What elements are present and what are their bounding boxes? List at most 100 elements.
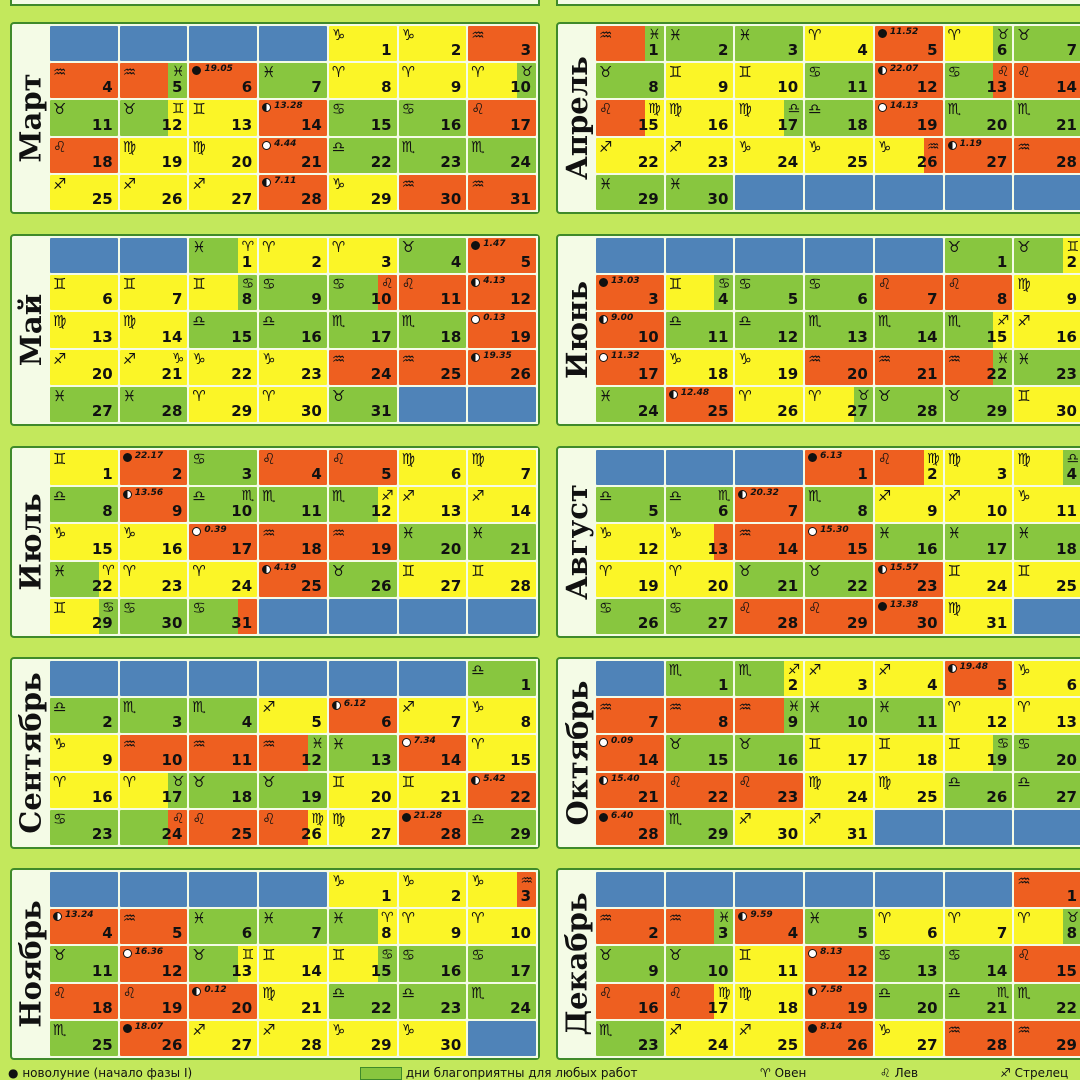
day-cell[interactable]: ♊ ♋ 29 <box>50 598 118 634</box>
day-cell[interactable]: ♈ 6 <box>874 909 943 945</box>
day-cell[interactable]: ♑ 13 <box>665 524 734 560</box>
day-cell[interactable]: ♋ 14 <box>944 946 1013 982</box>
day-cell[interactable]: ♉ 26 <box>328 561 397 597</box>
day-cell[interactable]: ♍ 24 <box>805 772 873 808</box>
day-cell[interactable]: ♏ 29 <box>665 809 734 845</box>
day-cell[interactable]: ♐ 5 <box>259 698 327 734</box>
day-cell[interactable]: ♈ 4 <box>805 26 873 62</box>
day-cell[interactable]: ♊ ♋ 8 <box>189 275 258 311</box>
day-cell[interactable]: ♈ ♉ 8 <box>1014 909 1080 945</box>
day-cell[interactable]: ♉ 18 <box>189 772 258 808</box>
day-cell[interactable]: ♐ 13 <box>398 487 467 523</box>
day-cell[interactable]: ♍ ♎ 17 <box>735 100 804 136</box>
day-cell[interactable]: 9.00 10 <box>596 312 664 348</box>
day-cell[interactable]: ♌ ♍ 15 <box>596 100 664 136</box>
day-cell[interactable]: ♓ 7 <box>259 63 327 99</box>
day-cell[interactable]: ♐ 24 <box>665 1020 734 1056</box>
day-cell[interactable]: ♒ 11 <box>189 735 258 771</box>
day-cell[interactable]: ♏ 4 <box>189 698 258 734</box>
day-cell[interactable]: 6.12 6 <box>328 698 397 734</box>
day-cell[interactable]: 19.05 6 <box>189 63 258 99</box>
day-cell[interactable]: ♋ 13 <box>874 946 943 982</box>
day-cell[interactable]: ♍ ♎ 4 <box>1014 450 1080 486</box>
day-cell[interactable]: ♊ 14 <box>259 946 327 982</box>
day-cell[interactable]: ♑ 16 <box>119 524 188 560</box>
day-cell[interactable]: ♐ 20 <box>50 349 118 385</box>
day-cell[interactable]: ♎ 27 <box>1014 772 1080 808</box>
day-cell[interactable]: ♓ 13 <box>328 735 397 771</box>
day-cell[interactable]: ♌ 16 <box>596 983 664 1019</box>
day-cell[interactable]: ♑ ♒ 3 <box>468 872 536 908</box>
day-cell[interactable]: ♓ 10 <box>805 698 873 734</box>
day-cell[interactable]: ♓ 21 <box>468 524 536 560</box>
day-cell[interactable]: ♒ ♓ 9 <box>735 698 804 734</box>
day-cell[interactable]: ♐ 14 <box>468 487 536 523</box>
day-cell[interactable]: ♌ ♍ 2 <box>874 450 943 486</box>
day-cell[interactable]: ♑ 27 <box>874 1020 943 1056</box>
day-cell[interactable]: ♌ 8 <box>944 275 1013 311</box>
day-cell[interactable]: ♏ 23 <box>596 1020 664 1056</box>
day-cell[interactable]: ♋ ♌ 13 <box>944 63 1013 99</box>
day-cell[interactable]: ♒ 30 <box>398 174 467 210</box>
day-cell[interactable]: ♍ 21 <box>259 983 327 1019</box>
day-cell[interactable]: 15.30 15 <box>805 524 873 560</box>
day-cell[interactable]: ♊ 20 <box>328 772 397 808</box>
day-cell[interactable]: ♉ 21 <box>735 561 804 597</box>
day-cell[interactable]: ♈ 13 <box>1014 698 1080 734</box>
day-cell[interactable]: 8.13 12 <box>805 946 873 982</box>
day-cell[interactable]: ♊ 11 <box>735 946 804 982</box>
day-cell[interactable]: ♈ 26 <box>735 386 804 422</box>
day-cell[interactable]: ♌ 4 <box>259 450 327 486</box>
day-cell[interactable]: ♋ 3 <box>189 450 258 486</box>
day-cell[interactable]: ♒ 19 <box>328 524 397 560</box>
day-cell[interactable]: ♓ ♈ 22 <box>50 561 118 597</box>
day-cell[interactable]: ♋ 16 <box>398 100 467 136</box>
day-cell[interactable]: ♏ 21 <box>1014 100 1080 136</box>
day-cell[interactable]: ♊ 21 <box>398 772 467 808</box>
day-cell[interactable]: ♑ 1 <box>328 26 397 62</box>
day-cell[interactable]: ♒ 18 <box>259 524 327 560</box>
day-cell[interactable]: 0.13 19 <box>468 312 536 348</box>
day-cell[interactable]: ♋ 6 <box>805 275 873 311</box>
day-cell[interactable]: ♉ 19 <box>259 772 327 808</box>
day-cell[interactable]: ♊ 17 <box>805 735 873 771</box>
day-cell[interactable]: ♒ 2 <box>596 909 664 945</box>
day-cell[interactable]: ♓ 18 <box>1014 524 1080 560</box>
day-cell[interactable]: ♒ 8 <box>665 698 734 734</box>
day-cell[interactable]: ♌ 15 <box>1014 946 1080 982</box>
day-cell[interactable]: ♐ 22 <box>596 137 664 173</box>
day-cell[interactable]: ♐ 3 <box>805 661 873 697</box>
day-cell[interactable]: ♋ 11 <box>805 63 873 99</box>
day-cell[interactable]: ♓ 11 <box>874 698 943 734</box>
day-cell[interactable]: ♋ 9 <box>259 275 327 311</box>
day-cell[interactable]: ♊ 7 <box>119 275 188 311</box>
day-cell[interactable]: ♋ 30 <box>119 598 188 634</box>
day-cell[interactable]: ♑ 30 <box>398 1020 467 1056</box>
day-cell[interactable]: ♒ 7 <box>596 698 664 734</box>
day-cell[interactable]: ♏ 22 <box>1014 983 1080 1019</box>
day-cell[interactable]: ♏ 3 <box>119 698 188 734</box>
day-cell[interactable]: ♒ ♓ 5 <box>119 63 188 99</box>
day-cell[interactable]: ♉ 15 <box>665 735 734 771</box>
day-cell[interactable]: ♉ 1 <box>944 238 1013 274</box>
day-cell[interactable]: ♓ 5 <box>805 909 873 945</box>
day-cell[interactable]: ♈ 3 <box>328 238 397 274</box>
day-cell[interactable]: ♑ ♒ 26 <box>874 137 943 173</box>
day-cell[interactable]: 7.34 14 <box>398 735 467 771</box>
day-cell[interactable]: ♍ 18 <box>735 983 804 1019</box>
day-cell[interactable]: ♉ 10 <box>665 946 734 982</box>
day-cell[interactable]: ♎ 20 <box>874 983 943 1019</box>
day-cell[interactable]: ♐ 10 <box>944 487 1013 523</box>
day-cell[interactable]: ♏ 11 <box>259 487 327 523</box>
day-cell[interactable]: ♒ 31 <box>468 174 536 210</box>
day-cell[interactable]: ♓ 28 <box>119 386 188 422</box>
day-cell[interactable]: ♒ ♓ 3 <box>665 909 734 945</box>
day-cell[interactable]: ♈ 10 <box>468 909 536 945</box>
day-cell[interactable]: ♎ 23 <box>398 983 467 1019</box>
day-cell[interactable]: ♑ 18 <box>665 349 734 385</box>
day-cell[interactable]: ♐ 28 <box>259 1020 327 1056</box>
day-cell[interactable]: ♎ 29 <box>468 809 536 845</box>
day-cell[interactable]: ♈ ♉ 10 <box>468 63 536 99</box>
day-cell[interactable]: ♐ 25 <box>735 1020 804 1056</box>
day-cell[interactable]: 7.58 19 <box>805 983 873 1019</box>
